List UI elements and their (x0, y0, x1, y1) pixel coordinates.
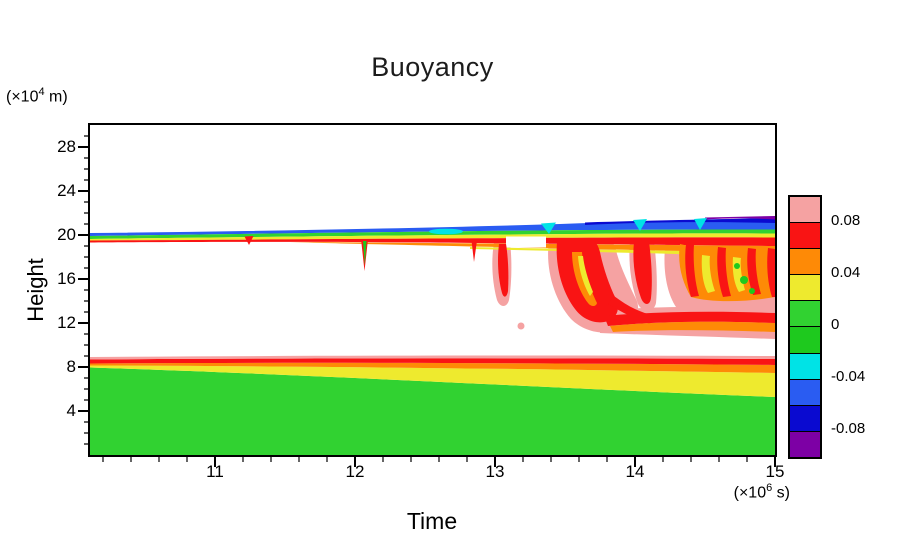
contour-plume-inner (578, 256, 593, 296)
colorbar-label: -0.04 (831, 368, 866, 385)
y-axis-minor-ticks (84, 135, 89, 445)
colorbar-label: 0.04 (831, 264, 861, 281)
x-axis-minor-ticks (102, 456, 748, 462)
contour-streak (717, 247, 731, 297)
colorbar-swatch-navy (790, 404, 820, 431)
contour-band (90, 358, 775, 365)
contour-spot (749, 288, 755, 294)
y-tick-label: 24 (57, 181, 76, 200)
colorbar-swatch-pink (790, 197, 820, 223)
contour-gap (506, 236, 546, 248)
colorbar-swatch-red (790, 222, 820, 249)
colorbar-swatch-purple (790, 430, 820, 457)
colorbar-swatch-green2 (790, 326, 820, 353)
y-unit-prefix: (×10 (6, 88, 39, 106)
y-tick-label: 4 (66, 401, 76, 420)
contour-notch (694, 218, 707, 230)
contour-notch (633, 219, 647, 231)
x-unit-prefix: (×10 (733, 484, 767, 502)
contour-band-negative-blue (90, 218, 775, 236)
contour-region-lowlevel-green (90, 367, 775, 455)
colorbar-swatch-yellow (790, 274, 820, 301)
contour-notch (429, 228, 463, 235)
y-axis-unit-label: (×104 m) (6, 86, 68, 106)
colorbar-swatch-orange (790, 248, 820, 275)
contour-band (90, 229, 775, 239)
contour-streak (685, 244, 699, 297)
x-tick-label: 12 (345, 462, 365, 481)
colorbar (788, 195, 822, 459)
contour-band (90, 237, 775, 246)
contour-spike (244, 236, 254, 245)
colorbar-swatch-green (790, 300, 820, 327)
colorbar-swatch-blue (790, 378, 820, 405)
x-unit-suffix: s) (772, 484, 790, 502)
contour-streak (747, 248, 761, 295)
contour-spot (517, 322, 525, 330)
x-tick-label: 11 (206, 462, 224, 481)
contour-band (585, 218, 775, 225)
contour-plume (498, 244, 509, 297)
x-tick-label: 14 (625, 462, 645, 481)
y-tick-label: 16 (57, 269, 76, 288)
x-tick-label: 15 (765, 462, 785, 481)
y-tick-label: 8 (66, 357, 76, 376)
contour-band (90, 365, 775, 397)
contour-band (90, 355, 775, 360)
y-unit-exponent: 4 (38, 86, 45, 98)
contour-streak (767, 248, 775, 297)
contour-notch (541, 222, 556, 234)
colorbar-swatch-cyan (790, 352, 820, 379)
contour-spike (363, 241, 367, 265)
x-tick-label: 13 (485, 462, 505, 481)
colorbar-label: -0.08 (831, 420, 866, 437)
contour-band (705, 216, 775, 220)
y-tick-label: 20 (57, 225, 76, 244)
contour-spike (471, 240, 477, 262)
contour-spot (740, 276, 748, 284)
colorbar-label: 0.08 (831, 212, 861, 229)
contour-band (90, 233, 775, 241)
contour-band (90, 362, 775, 373)
contour-fills (90, 216, 775, 455)
colorbar-label: 0 (831, 316, 840, 333)
y-tick-label: 12 (57, 313, 76, 332)
y-axis-major-ticks (78, 146, 89, 412)
chart-title: Buoyancy (371, 52, 494, 82)
contour-band-12km (604, 311, 775, 326)
contour-plume (633, 242, 652, 304)
contour-streak (701, 255, 715, 293)
y-tick-label: 28 (57, 137, 76, 156)
contour-band-12km (610, 321, 775, 332)
y-unit-suffix: m) (44, 88, 68, 106)
x-axis-title: Time (406, 508, 458, 534)
x-axis-unit-label: (×106 s) (660, 482, 790, 502)
contour-spot (734, 263, 740, 269)
x-unit-exponent: 6 (766, 482, 773, 494)
x-axis-major-ticks (214, 456, 776, 467)
